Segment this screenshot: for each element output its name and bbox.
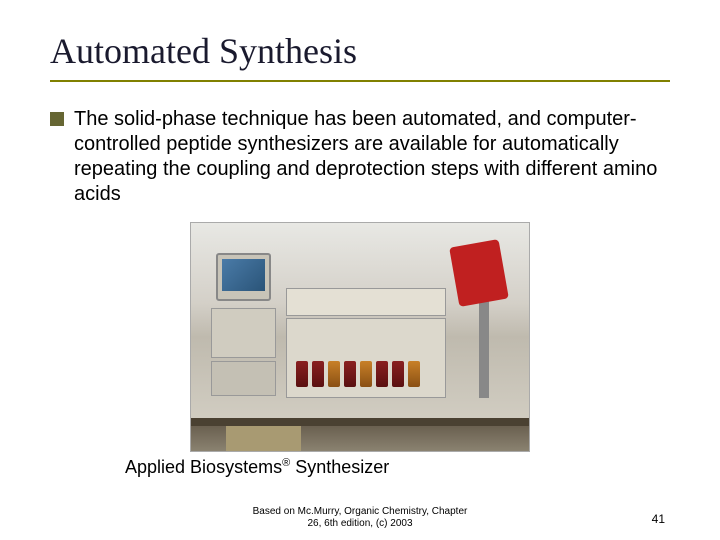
title-underline xyxy=(50,80,670,82)
image-caption: Applied Biosystems® Synthesizer xyxy=(125,457,670,478)
slide-title: Automated Synthesis xyxy=(50,30,670,72)
crt-monitor-icon xyxy=(216,253,271,301)
square-bullet-icon xyxy=(50,112,64,126)
caption-prefix: Applied Biosystems xyxy=(125,457,282,477)
robotic-arm-icon xyxy=(449,239,509,307)
bullet-text: The solid-phase technique has been autom… xyxy=(74,107,670,207)
equipment-photo xyxy=(190,222,530,452)
footer-line1: Based on Mc.Murry, Organic Chemistry, Ch… xyxy=(253,506,468,517)
arm-post-icon xyxy=(479,298,489,398)
footer-citation: Based on Mc.Murry, Organic Chemistry, Ch… xyxy=(0,506,720,530)
cabinet-icon xyxy=(226,426,301,451)
synthesizer-top-icon xyxy=(286,288,446,316)
registered-mark: ® xyxy=(282,457,290,469)
reagent-bottles-icon xyxy=(296,361,420,387)
caption-suffix: Synthesizer xyxy=(290,457,389,477)
bullet-item: The solid-phase technique has been autom… xyxy=(50,107,670,207)
bench-icon xyxy=(191,418,529,426)
footer-line2: 26, 6th edition, (c) 2003 xyxy=(307,518,412,529)
pc-unit-lower-icon xyxy=(211,361,276,396)
slide: Automated Synthesis The solid-phase tech… xyxy=(0,0,720,540)
pc-unit-icon xyxy=(211,308,276,358)
page-number: 41 xyxy=(652,512,665,526)
